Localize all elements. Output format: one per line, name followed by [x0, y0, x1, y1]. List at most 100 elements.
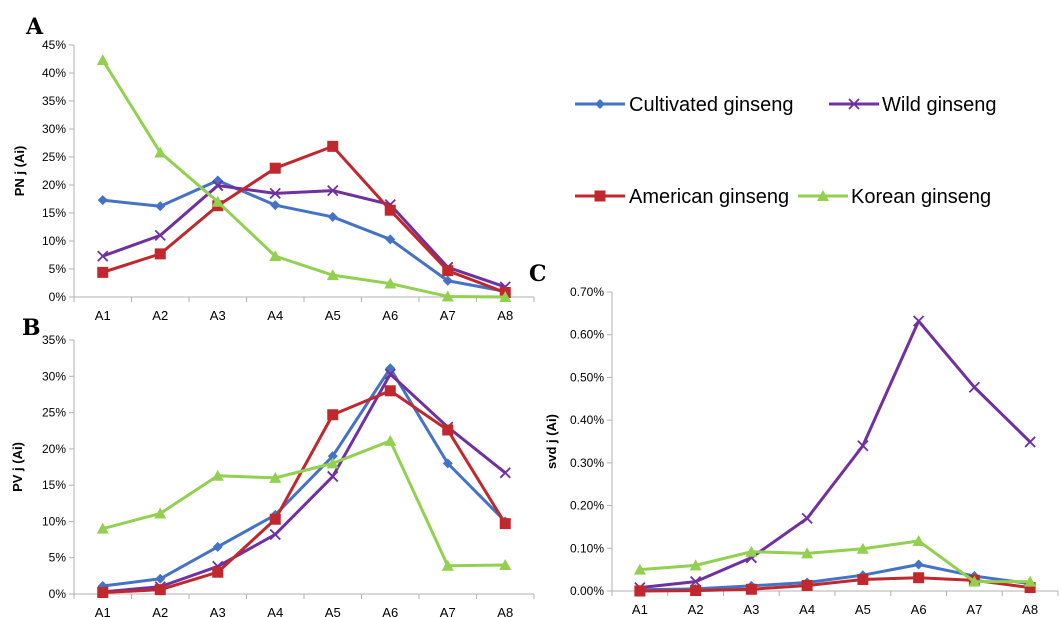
panel-a-line-cultivated [102, 179, 506, 293]
panel-a-point-american [97, 266, 109, 278]
panel-a-point-american [442, 265, 454, 277]
panel-b-point-cultivated [442, 458, 453, 469]
panel-a-y-tick-label: 25% [42, 150, 66, 164]
panel-a-point-wild [269, 187, 281, 200]
panel-b-series-korean [96, 434, 512, 571]
panel-b-point-wild [269, 528, 281, 541]
panel-c-y-tick-label: 0.00% [570, 584, 604, 598]
panel-b-y-tick-label: 5% [49, 551, 67, 565]
panel-c-point-american [1024, 582, 1036, 594]
panel-c-series-wild [634, 315, 1036, 594]
panel-c-x-tick-label: A1 [632, 602, 648, 617]
panel-c-point-wild [968, 381, 981, 393]
legend-marker-korean [817, 190, 829, 201]
panel-b-point-korean [384, 434, 397, 446]
panel-c-point-american [801, 579, 813, 591]
panel-c-y-tick-label: 0.50% [570, 370, 604, 384]
panel-c-point-american [634, 585, 646, 597]
panel-b-point-american [327, 409, 339, 421]
panel-b-line-korean [102, 439, 506, 568]
legend-marker-cultivated [595, 99, 605, 109]
panel-c-point-american [745, 583, 757, 595]
panel-b-y-tick-label: 25% [42, 406, 66, 420]
panel-c-y-tick-label: 0.30% [570, 456, 604, 470]
panel-c-point-american [913, 572, 925, 584]
panel-a-point-wild [154, 229, 166, 242]
panel-c-y-tick-label: 0.20% [570, 499, 604, 513]
panel-a-y-tick-label: 45% [42, 38, 66, 52]
panel-c-y-axis-label: svd j (Ai) [544, 414, 559, 469]
panel-a-point-wild [327, 184, 339, 197]
panel-a-point-american [154, 248, 166, 260]
panel-b-point-korean [211, 469, 224, 481]
panel-c-point-korean [856, 542, 869, 554]
panel-b-point-cultivated [212, 541, 223, 552]
panel-label-a: A [25, 14, 44, 40]
panel-a-point-wild [97, 250, 109, 262]
panel-b-point-korean [499, 558, 512, 570]
legend-item-cultivated: Cultivated ginseng [575, 94, 794, 116]
panel-b-point-american [97, 587, 109, 599]
panel-a-series-cultivated [97, 175, 511, 297]
panel-a-point-korean [211, 195, 224, 207]
panel-b-line-wild [102, 372, 507, 594]
panel-b-point-american [442, 424, 454, 436]
panel-a-point-cultivated [97, 195, 108, 206]
panel-a-series-american [97, 140, 511, 299]
panel-b-x-tick-label: A4 [267, 605, 283, 617]
panel-b-point-wild [327, 470, 339, 483]
panel-a-y-tick-label: 0% [49, 290, 67, 304]
legend-label-american: American ginseng [629, 186, 789, 208]
panel-a-y-tick-label: 20% [42, 178, 66, 192]
panel-c-x-tick-label: A4 [799, 602, 815, 617]
panel-a-y-tick-label: 40% [42, 66, 66, 80]
panel-b-y-axis-label: PV j (Ai) [10, 442, 25, 492]
panel-b-point-american [499, 518, 511, 530]
panel-c-x-tick-label: A8 [1022, 602, 1038, 617]
panel-c-point-korean [912, 535, 925, 547]
panel-c-x-tick-label: A6 [911, 602, 927, 617]
panel-c-point-korean [745, 545, 758, 557]
panel-b-y-tick-label: 35% [42, 333, 66, 347]
legend-label-cultivated: Cultivated ginseng [629, 94, 794, 116]
panel-c-y-tick-label: 0.70% [570, 285, 604, 299]
panel-c-y-tick-label: 0.10% [570, 541, 604, 555]
panel-b-point-american [384, 385, 396, 397]
panel-a-x-tick-label: A1 [95, 308, 111, 323]
panel-c-point-wild [689, 575, 702, 588]
panel-a-y-tick-label: 15% [42, 206, 66, 220]
panel-a-x-tick-label: A3 [210, 308, 226, 323]
panel-c-point-korean [1024, 575, 1037, 587]
panel-b-series-cultivated [97, 363, 511, 592]
panel-b-point-wild [384, 368, 396, 380]
panel-b-line-american [102, 389, 507, 595]
panel-c-line-korean [639, 539, 1031, 584]
panel-b-point-american [154, 584, 166, 596]
panel-b-series-american [97, 385, 511, 599]
panel-a-x-tick-label: A7 [440, 308, 456, 323]
panel-c-point-korean [633, 563, 646, 575]
panel-a-y-tick-label: 10% [42, 234, 66, 248]
panel-a-point-wild [212, 179, 224, 192]
panel-a-point-cultivated [385, 234, 396, 245]
panel-b-x-tick-label: A2 [152, 605, 168, 617]
panel-b-point-cultivated [155, 573, 166, 584]
panel-b-point-korean [326, 457, 339, 469]
panel-a-x-tick-label: A4 [267, 308, 283, 323]
panel-b-point-korean [154, 507, 167, 519]
panel-b-y-tick-label: 20% [42, 442, 66, 456]
panel-a-point-american [327, 140, 339, 152]
panel-b-x-tick-label: A5 [325, 605, 341, 617]
panel-a-series-wild [97, 179, 511, 293]
panel-c-line-wild [639, 319, 1032, 590]
panel-c-point-wild [801, 512, 813, 525]
panel-b-point-american [269, 513, 281, 525]
panel-b-point-korean [269, 471, 282, 483]
panel-b-x-tick-label: A6 [382, 605, 398, 617]
panel-a-point-cultivated [327, 211, 338, 222]
panel-c-point-korean [689, 559, 702, 571]
panel-b-x-tick-label: A3 [210, 605, 226, 617]
panel-b-y-tick-label: 10% [42, 514, 66, 528]
chart-panel-a: 0% 5% 10% 15% 20% 25% 30% 35% 40% 45% A1 A2 A3 A4 A5 A6… [12, 38, 535, 323]
